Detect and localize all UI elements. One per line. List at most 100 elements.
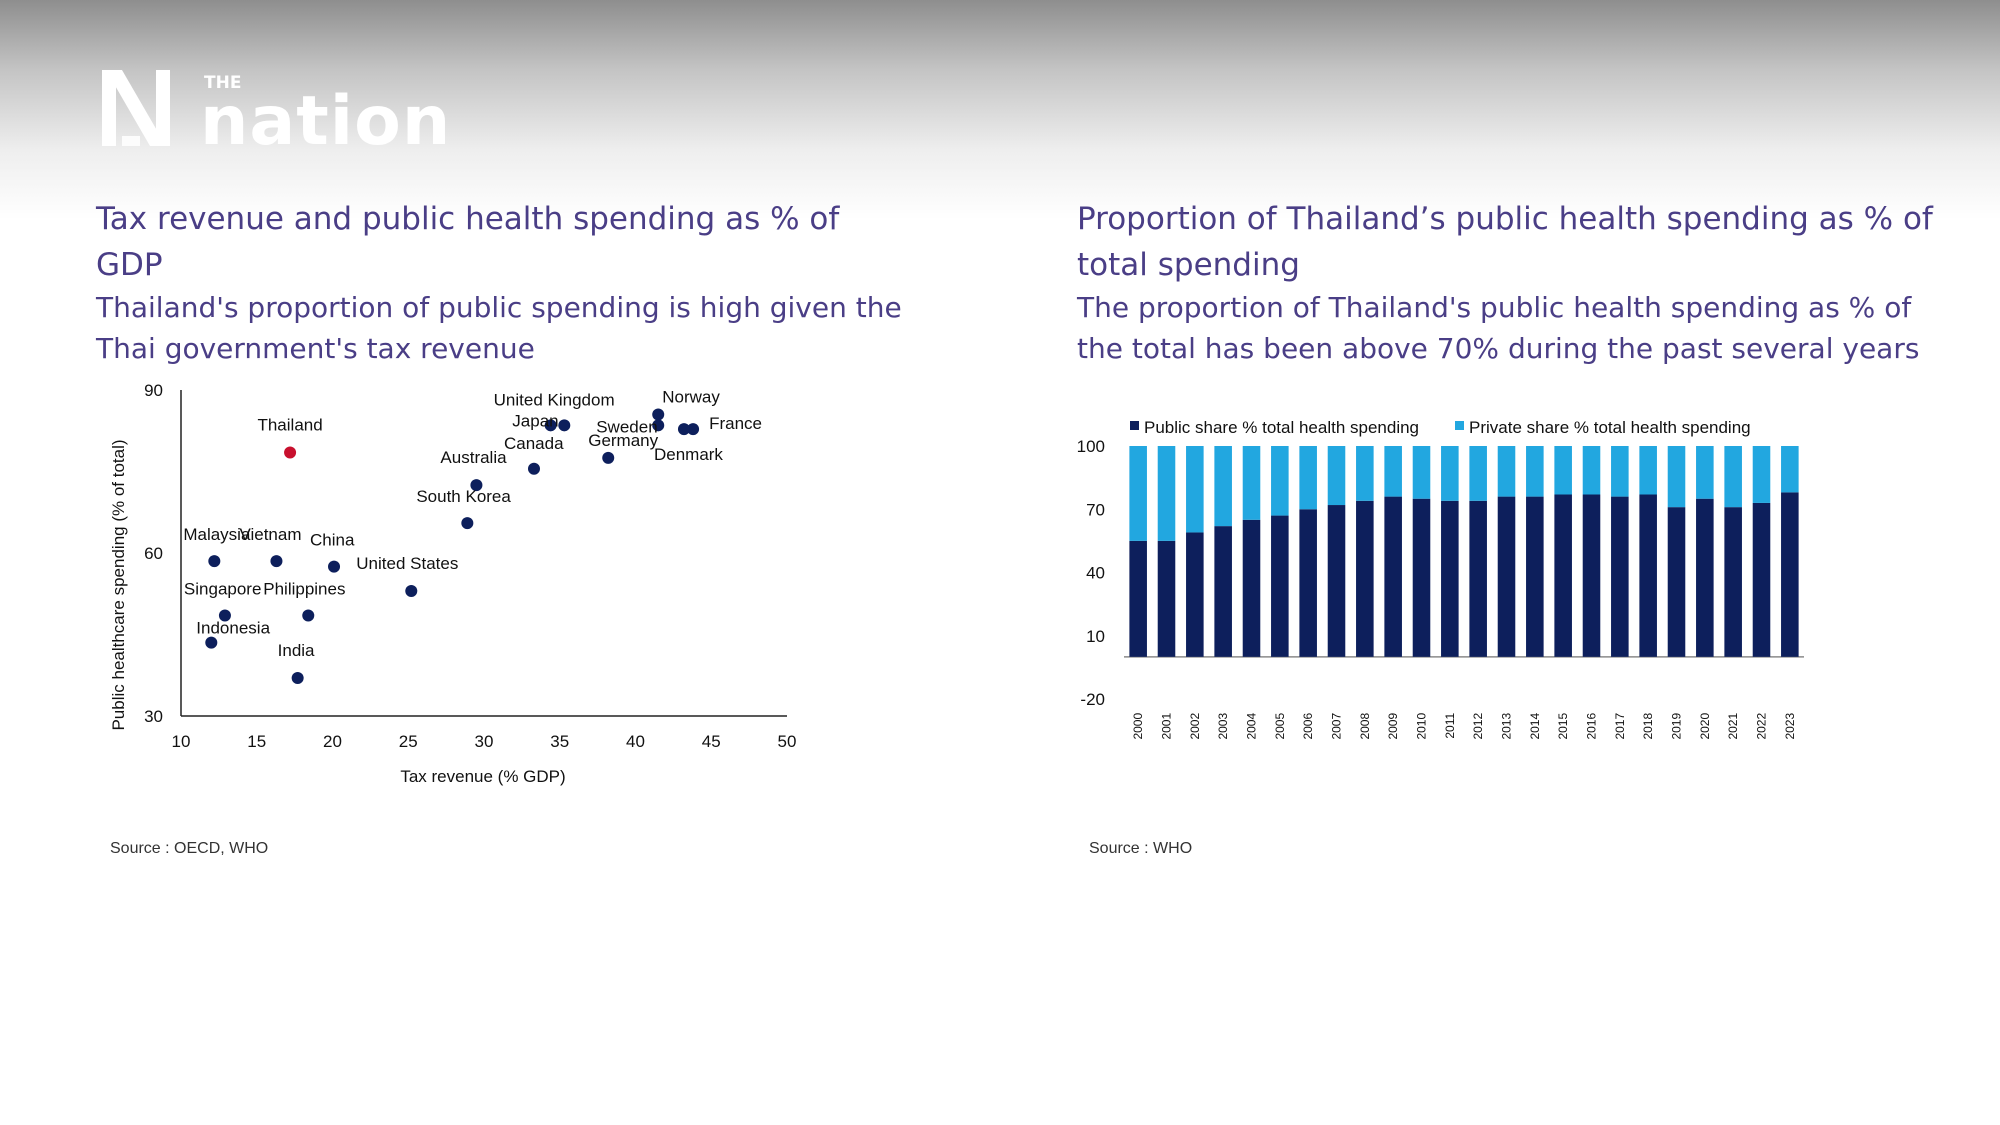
point-label: Australia (440, 448, 507, 467)
private-share-bar-2016 (1582, 446, 1601, 495)
bar-x-tick-label: 2020 (1698, 713, 1712, 740)
x-tick-label: 30 (475, 732, 494, 751)
x-tick-label: 50 (778, 732, 797, 751)
point-label: Canada (504, 434, 564, 453)
scatter-point-united-states (405, 585, 418, 598)
bar-x-tick-label: 2016 (1585, 713, 1599, 740)
public-share-bar-2019 (1667, 507, 1686, 657)
legend-label: Public share % total health spending (1144, 418, 1419, 437)
scatter-point-norway (652, 408, 665, 421)
bar-x-tick-label: 2015 (1556, 713, 1570, 740)
point-label: Philippines (263, 579, 345, 598)
public-share-bar-2014 (1526, 496, 1544, 657)
point-label: Norway (662, 387, 720, 406)
bar-y-tick-label: -20 (1080, 690, 1105, 709)
scatter-point-united-kingdom (544, 419, 557, 432)
scatter-point-indonesia (205, 636, 218, 649)
bar-x-tick-label: 2023 (1783, 713, 1797, 740)
scatter-point-china (328, 560, 341, 573)
bar-x-tick-label: 2022 (1755, 713, 1769, 740)
point-label: Germany (588, 431, 658, 450)
point-label: South Korea (416, 487, 511, 506)
private-share-bar-2014 (1526, 446, 1544, 497)
bar-x-tick-label: 2002 (1188, 713, 1202, 740)
scatter-point-philippines (302, 609, 315, 622)
bar-y-tick-label: 10 (1086, 627, 1105, 646)
left-chart-title: Tax revenue and public health spending a… (96, 201, 840, 283)
bar-y-tick-label: 100 (1077, 437, 1105, 456)
scatter-point-singapore (218, 609, 231, 622)
x-tick-label: 45 (702, 732, 721, 751)
x-axis-label: Tax revenue (% GDP) (400, 767, 565, 786)
private-share-bar-2018 (1639, 446, 1657, 495)
right-source: Source : WHO (1089, 840, 1193, 857)
bar-x-tick-label: 2013 (1500, 713, 1514, 740)
right-chart-title: Proportion of Thailand’s public health s… (1077, 201, 1933, 283)
x-tick-label: 20 (323, 732, 342, 751)
y-tick-label: 60 (144, 544, 163, 563)
private-share-bar-2023 (1781, 446, 1799, 493)
x-tick-label: 40 (626, 732, 645, 751)
scatter-point-india (291, 671, 304, 684)
left-source: Source : OECD, WHO (110, 840, 269, 857)
private-share-bar-2015 (1554, 446, 1572, 495)
private-share-bar-2021 (1724, 446, 1742, 508)
private-share-bar-2004 (1242, 446, 1261, 520)
point-label: Vietnam (239, 525, 301, 544)
point-label: United Kingdom (494, 390, 615, 409)
y-tick-label: 90 (144, 381, 163, 400)
public-share-bar-2011 (1441, 500, 1459, 657)
point-label: France (709, 414, 762, 433)
public-share-bar-2006 (1299, 509, 1317, 657)
left-chart-subtitle: Thailand's proportion of public spending… (96, 291, 902, 365)
brand-small: THE (204, 73, 241, 93)
x-tick-label: 15 (247, 732, 266, 751)
point-label: Malaysia (183, 525, 251, 544)
public-share-bar-2003 (1214, 526, 1232, 657)
bar-x-tick-label: 2010 (1415, 713, 1429, 740)
bar-x-tick-label: 2006 (1301, 713, 1315, 740)
public-share-bar-2022 (1752, 502, 1771, 657)
public-share-bar-2016 (1582, 494, 1601, 657)
point-label: China (310, 531, 355, 550)
brand-name: nation (200, 82, 451, 150)
public-share-bar-2009 (1384, 496, 1402, 657)
bar-x-tick-label: 2011 (1443, 713, 1457, 739)
scatter-point-france (687, 423, 700, 436)
x-tick-label: 25 (399, 732, 418, 751)
public-share-bar-2021 (1724, 507, 1742, 657)
point-label: Indonesia (196, 619, 270, 638)
scatter-point-sweden (652, 419, 665, 432)
bar-x-tick-label: 2021 (1726, 713, 1740, 740)
private-share-bar-2007 (1327, 446, 1346, 506)
right-chart-subtitle: The proportion of Thailand's public heal… (1077, 291, 1920, 365)
private-share-bar-2020 (1696, 446, 1714, 499)
bar-x-tick-label: 2003 (1216, 713, 1230, 740)
public-share-bar-2017 (1611, 496, 1629, 657)
bar-x-tick-label: 2018 (1641, 713, 1655, 740)
point-label: United States (356, 554, 458, 573)
private-share-bar-2000 (1129, 446, 1147, 541)
public-share-bar-2023 (1781, 492, 1799, 657)
private-share-bar-2002 (1186, 446, 1204, 533)
point-label: Japan (512, 411, 558, 430)
public-share-bar-2015 (1554, 494, 1572, 657)
public-share-bar-2000 (1129, 540, 1147, 657)
brand-logo: THE nation (100, 66, 460, 161)
scatter-point-south-korea (461, 517, 474, 530)
bar-x-tick-label: 2019 (1670, 713, 1684, 740)
legend-label: Private share % total health spending (1469, 418, 1751, 437)
point-label: Denmark (654, 445, 723, 464)
bar-x-tick-label: 2007 (1330, 713, 1344, 740)
scatter-point-japan (558, 419, 571, 432)
public-share-bar-2005 (1271, 515, 1289, 657)
public-share-bar-2010 (1412, 498, 1431, 657)
bar-x-tick-label: 2005 (1273, 713, 1287, 740)
private-share-bar-2022 (1752, 446, 1771, 503)
private-share-bar-2011 (1441, 446, 1459, 501)
public-share-bar-2012 (1469, 500, 1487, 657)
scatter-point-vietnam (270, 555, 283, 568)
bar-x-tick-label: 2014 (1528, 713, 1542, 740)
private-share-bar-2010 (1412, 446, 1431, 499)
